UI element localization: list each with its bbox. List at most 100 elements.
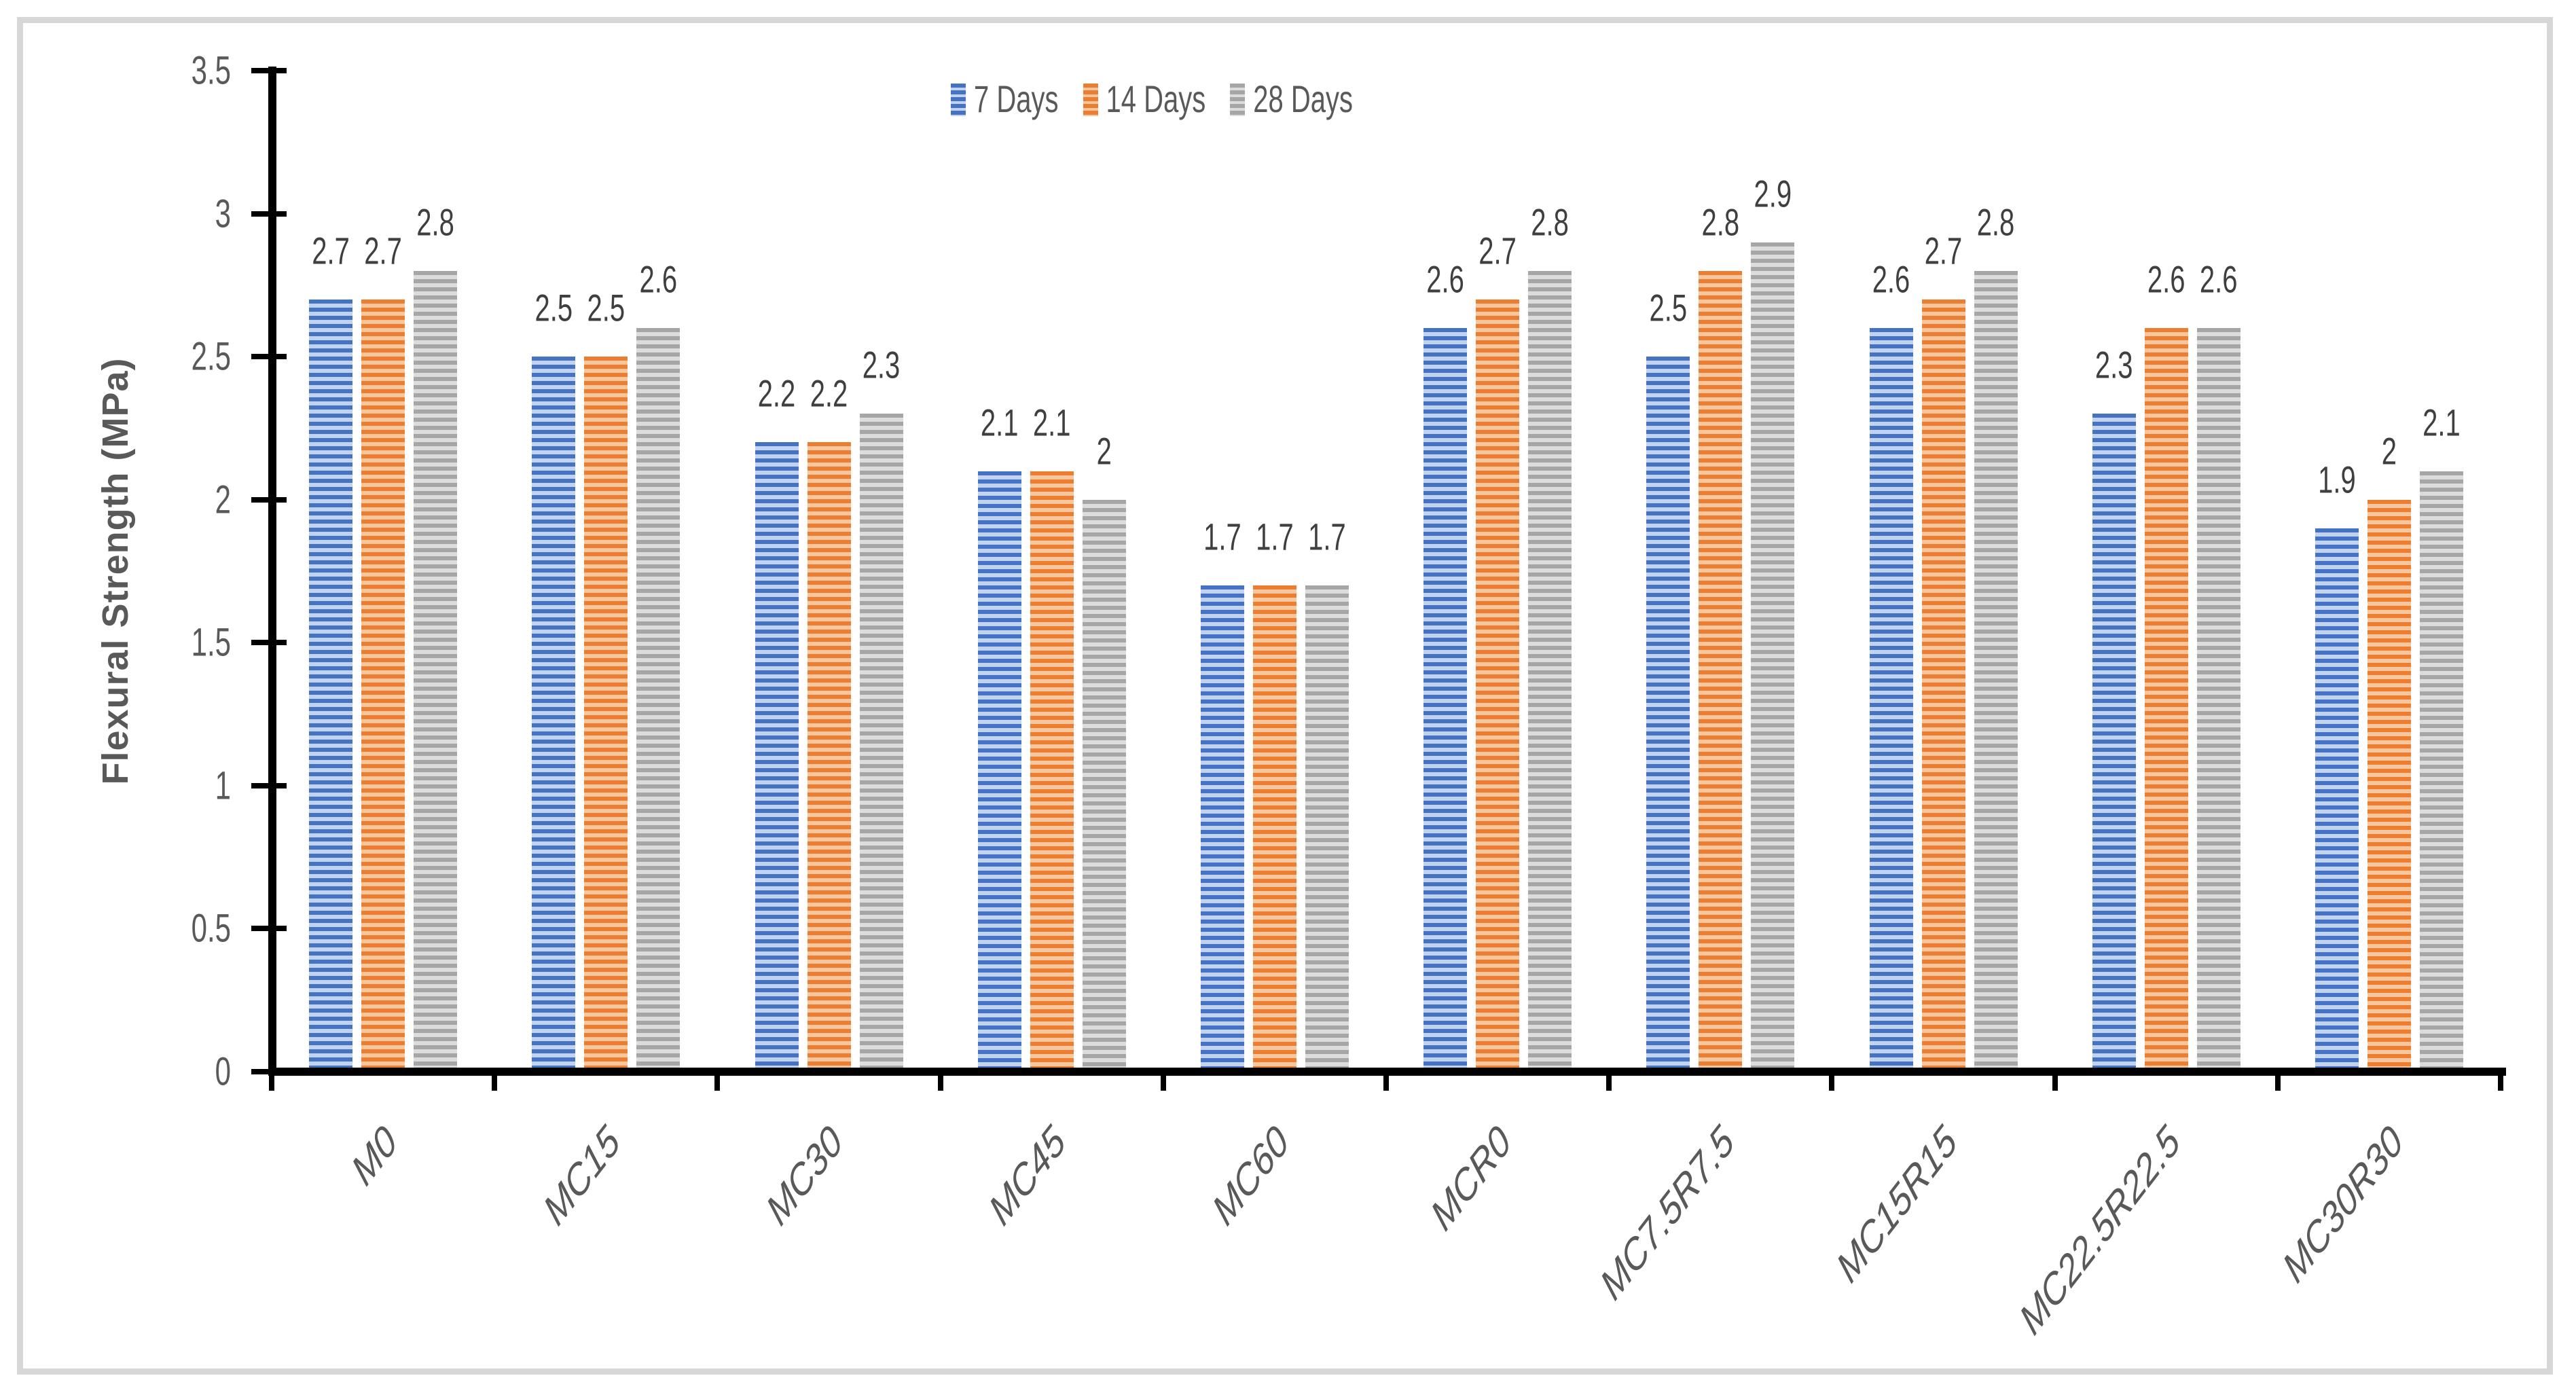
bar-value-label: 2.3 (862, 344, 901, 387)
bar-value-label: 2.8 (1701, 202, 1740, 244)
y-tick-label: 3 (215, 190, 231, 236)
bar-14-days (2367, 499, 2411, 1072)
x-category-label: MC15R15 (1829, 1116, 1965, 1292)
x-category-label: MC30 (759, 1116, 850, 1235)
bar-value-label: 2.1 (1032, 401, 1071, 444)
bar-14-days (361, 299, 405, 1072)
y-tick-label: 3.5 (191, 48, 231, 93)
x-tick-mark (1383, 1068, 1389, 1091)
bar-value-label: 2.6 (2147, 259, 2185, 302)
bar-value-label: 2.6 (1872, 259, 1910, 302)
y-tick-mark (251, 68, 287, 73)
bar-7-days (755, 442, 799, 1072)
x-tick-mark (492, 1068, 498, 1091)
x-tick-mark (937, 1068, 943, 1091)
legend-label: 7 Days (974, 79, 1059, 121)
bar-14-days (1699, 270, 1743, 1072)
x-tick-mark (2052, 1068, 2058, 1091)
bar-value-label: 2.5 (587, 287, 625, 330)
y-tick-label: 0 (215, 1049, 231, 1094)
bar-value-label: 1.7 (1203, 516, 1241, 559)
bar-value-label: 2.1 (2423, 401, 2461, 444)
x-tick-mark (2498, 1068, 2503, 1091)
legend-label: 28 Days (1253, 79, 1353, 121)
legend-marker-icon (951, 84, 966, 116)
x-tick-mark (269, 1068, 274, 1091)
bar-7-days (309, 299, 353, 1072)
y-tick-mark (251, 782, 287, 788)
x-category-label: MC45 (981, 1116, 1073, 1235)
legend-item-14-days: 14 Days (1083, 78, 1205, 122)
y-tick-mark (251, 926, 287, 932)
bar-14-days (807, 442, 851, 1072)
bar-value-label: 2.5 (534, 287, 573, 330)
x-tick-mark (1160, 1068, 1166, 1091)
x-tick-mark (1606, 1068, 1612, 1091)
bar-value-label: 1.7 (1308, 516, 1346, 559)
bar-7-days (532, 357, 576, 1072)
legend: 7 Days 14 Days 28 Days (951, 76, 1353, 124)
bar-28-days (1751, 242, 1795, 1072)
legend-item-28-days: 28 Days (1230, 78, 1353, 122)
bar-14-days (2144, 328, 2188, 1072)
bar-7-days (1646, 357, 1690, 1072)
y-tick-label: 1.5 (191, 619, 231, 665)
y-axis-line (268, 67, 276, 1076)
y-tick-mark (251, 211, 287, 217)
bar-value-label: 2 (2381, 431, 2397, 473)
legend-marker-icon (1083, 84, 1098, 116)
bar-28-days (859, 414, 903, 1072)
legend-marker-icon (1230, 84, 1246, 116)
bar-value-label: 2.7 (1924, 230, 1963, 272)
bar-value-label: 1.9 (2318, 459, 2356, 501)
bar-7-days (2315, 528, 2359, 1072)
bar-value-label: 2 (1096, 431, 1112, 473)
x-category-label: MC15 (536, 1116, 628, 1235)
bar-28-days (1528, 270, 1572, 1072)
bar-value-label: 2.6 (639, 259, 678, 302)
bar-14-days (1252, 585, 1296, 1072)
bar-7-days (1200, 585, 1244, 1072)
bar-value-label: 2.8 (416, 202, 454, 244)
bar-value-label: 2.6 (2199, 259, 2238, 302)
y-tick-mark (251, 496, 287, 503)
y-tick-label: 0.5 (191, 905, 231, 951)
bar-value-label: 2.3 (2094, 344, 2133, 387)
legend-item-7-days: 7 Days (951, 78, 1059, 122)
x-category-label: MC30R30 (2275, 1116, 2410, 1292)
bar-14-days (1921, 299, 1965, 1072)
bar-value-label: 2.5 (1649, 287, 1688, 330)
x-category-label: MC60 (1205, 1116, 1296, 1235)
bar-28-days (414, 270, 458, 1072)
x-tick-mark (2274, 1068, 2281, 1091)
x-category-label: MC7.5R7.5 (1593, 1116, 1742, 1309)
y-tick-label: 2 (215, 477, 231, 522)
bar-7-days (977, 471, 1021, 1072)
bar-7-days (1869, 328, 1913, 1072)
bar-14-days (1030, 471, 1074, 1072)
y-tick-mark (251, 354, 287, 360)
bar-value-label: 2.2 (810, 373, 848, 416)
bar-28-days (1974, 270, 2018, 1072)
bar-value-label: 2.7 (312, 230, 350, 272)
legend-label: 14 Days (1106, 79, 1206, 121)
bar-value-label: 2.1 (980, 401, 1019, 444)
bar-28-days (1305, 585, 1349, 1072)
x-category-label: M0 (344, 1116, 405, 1195)
bar-value-label: 2.6 (1426, 259, 1464, 302)
x-tick-mark (714, 1068, 721, 1091)
bar-28-days (2196, 328, 2241, 1072)
y-tick-mark (251, 640, 287, 646)
bar-28-days (2419, 471, 2463, 1072)
bar-14-days (584, 357, 628, 1072)
y-tick-label: 1 (215, 763, 231, 808)
bar-value-label: 2.7 (364, 230, 402, 272)
bar-value-label: 2.9 (1754, 173, 1792, 215)
bar-value-label: 2.7 (1479, 230, 1517, 272)
bar-value-label: 1.7 (1256, 516, 1294, 559)
bar-28-days (636, 328, 681, 1072)
bar-7-days (1423, 328, 1468, 1072)
x-category-label: MC22.5R22.5 (2012, 1116, 2188, 1344)
